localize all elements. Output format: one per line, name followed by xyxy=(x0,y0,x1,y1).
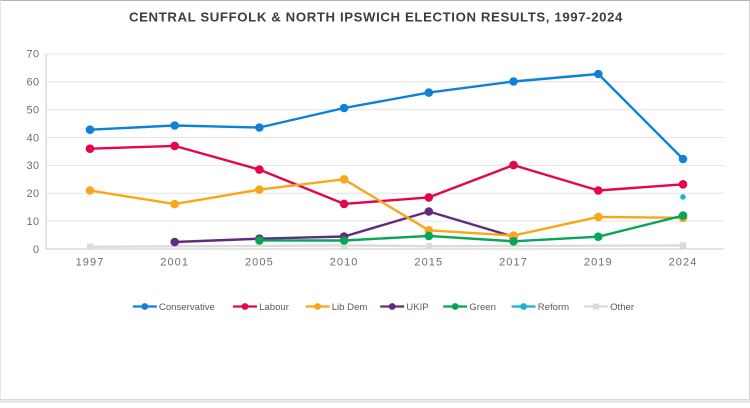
svg-text:2017: 2017 xyxy=(499,257,528,269)
svg-text:1997: 1997 xyxy=(76,257,105,269)
svg-text:0: 0 xyxy=(33,244,40,256)
svg-text:70: 70 xyxy=(26,49,39,61)
svg-text:60: 60 xyxy=(26,77,39,89)
svg-text:40: 40 xyxy=(26,132,39,144)
svg-text:20: 20 xyxy=(26,188,39,200)
svg-text:Green: Green xyxy=(469,302,496,313)
svg-text:Labour: Labour xyxy=(259,302,290,313)
svg-text:50: 50 xyxy=(26,105,39,117)
svg-text:UKIP: UKIP xyxy=(406,302,428,313)
svg-text:Conservative: Conservative xyxy=(159,302,215,313)
svg-text:2005: 2005 xyxy=(245,257,274,269)
svg-text:Reform: Reform xyxy=(538,302,569,313)
svg-text:CENTRAL SUFFOLK & NORTH IPSWIC: CENTRAL SUFFOLK & NORTH IPSWICH ELECTION… xyxy=(129,10,623,25)
svg-text:2010: 2010 xyxy=(330,257,359,269)
svg-text:2001: 2001 xyxy=(160,257,189,269)
svg-text:10: 10 xyxy=(26,216,39,228)
svg-text:2019: 2019 xyxy=(584,257,613,269)
svg-text:30: 30 xyxy=(26,160,39,172)
svg-text:2015: 2015 xyxy=(414,257,443,269)
svg-text:Other: Other xyxy=(610,302,635,313)
svg-text:2024: 2024 xyxy=(669,257,698,269)
svg-text:Lib Dem: Lib Dem xyxy=(332,302,368,313)
